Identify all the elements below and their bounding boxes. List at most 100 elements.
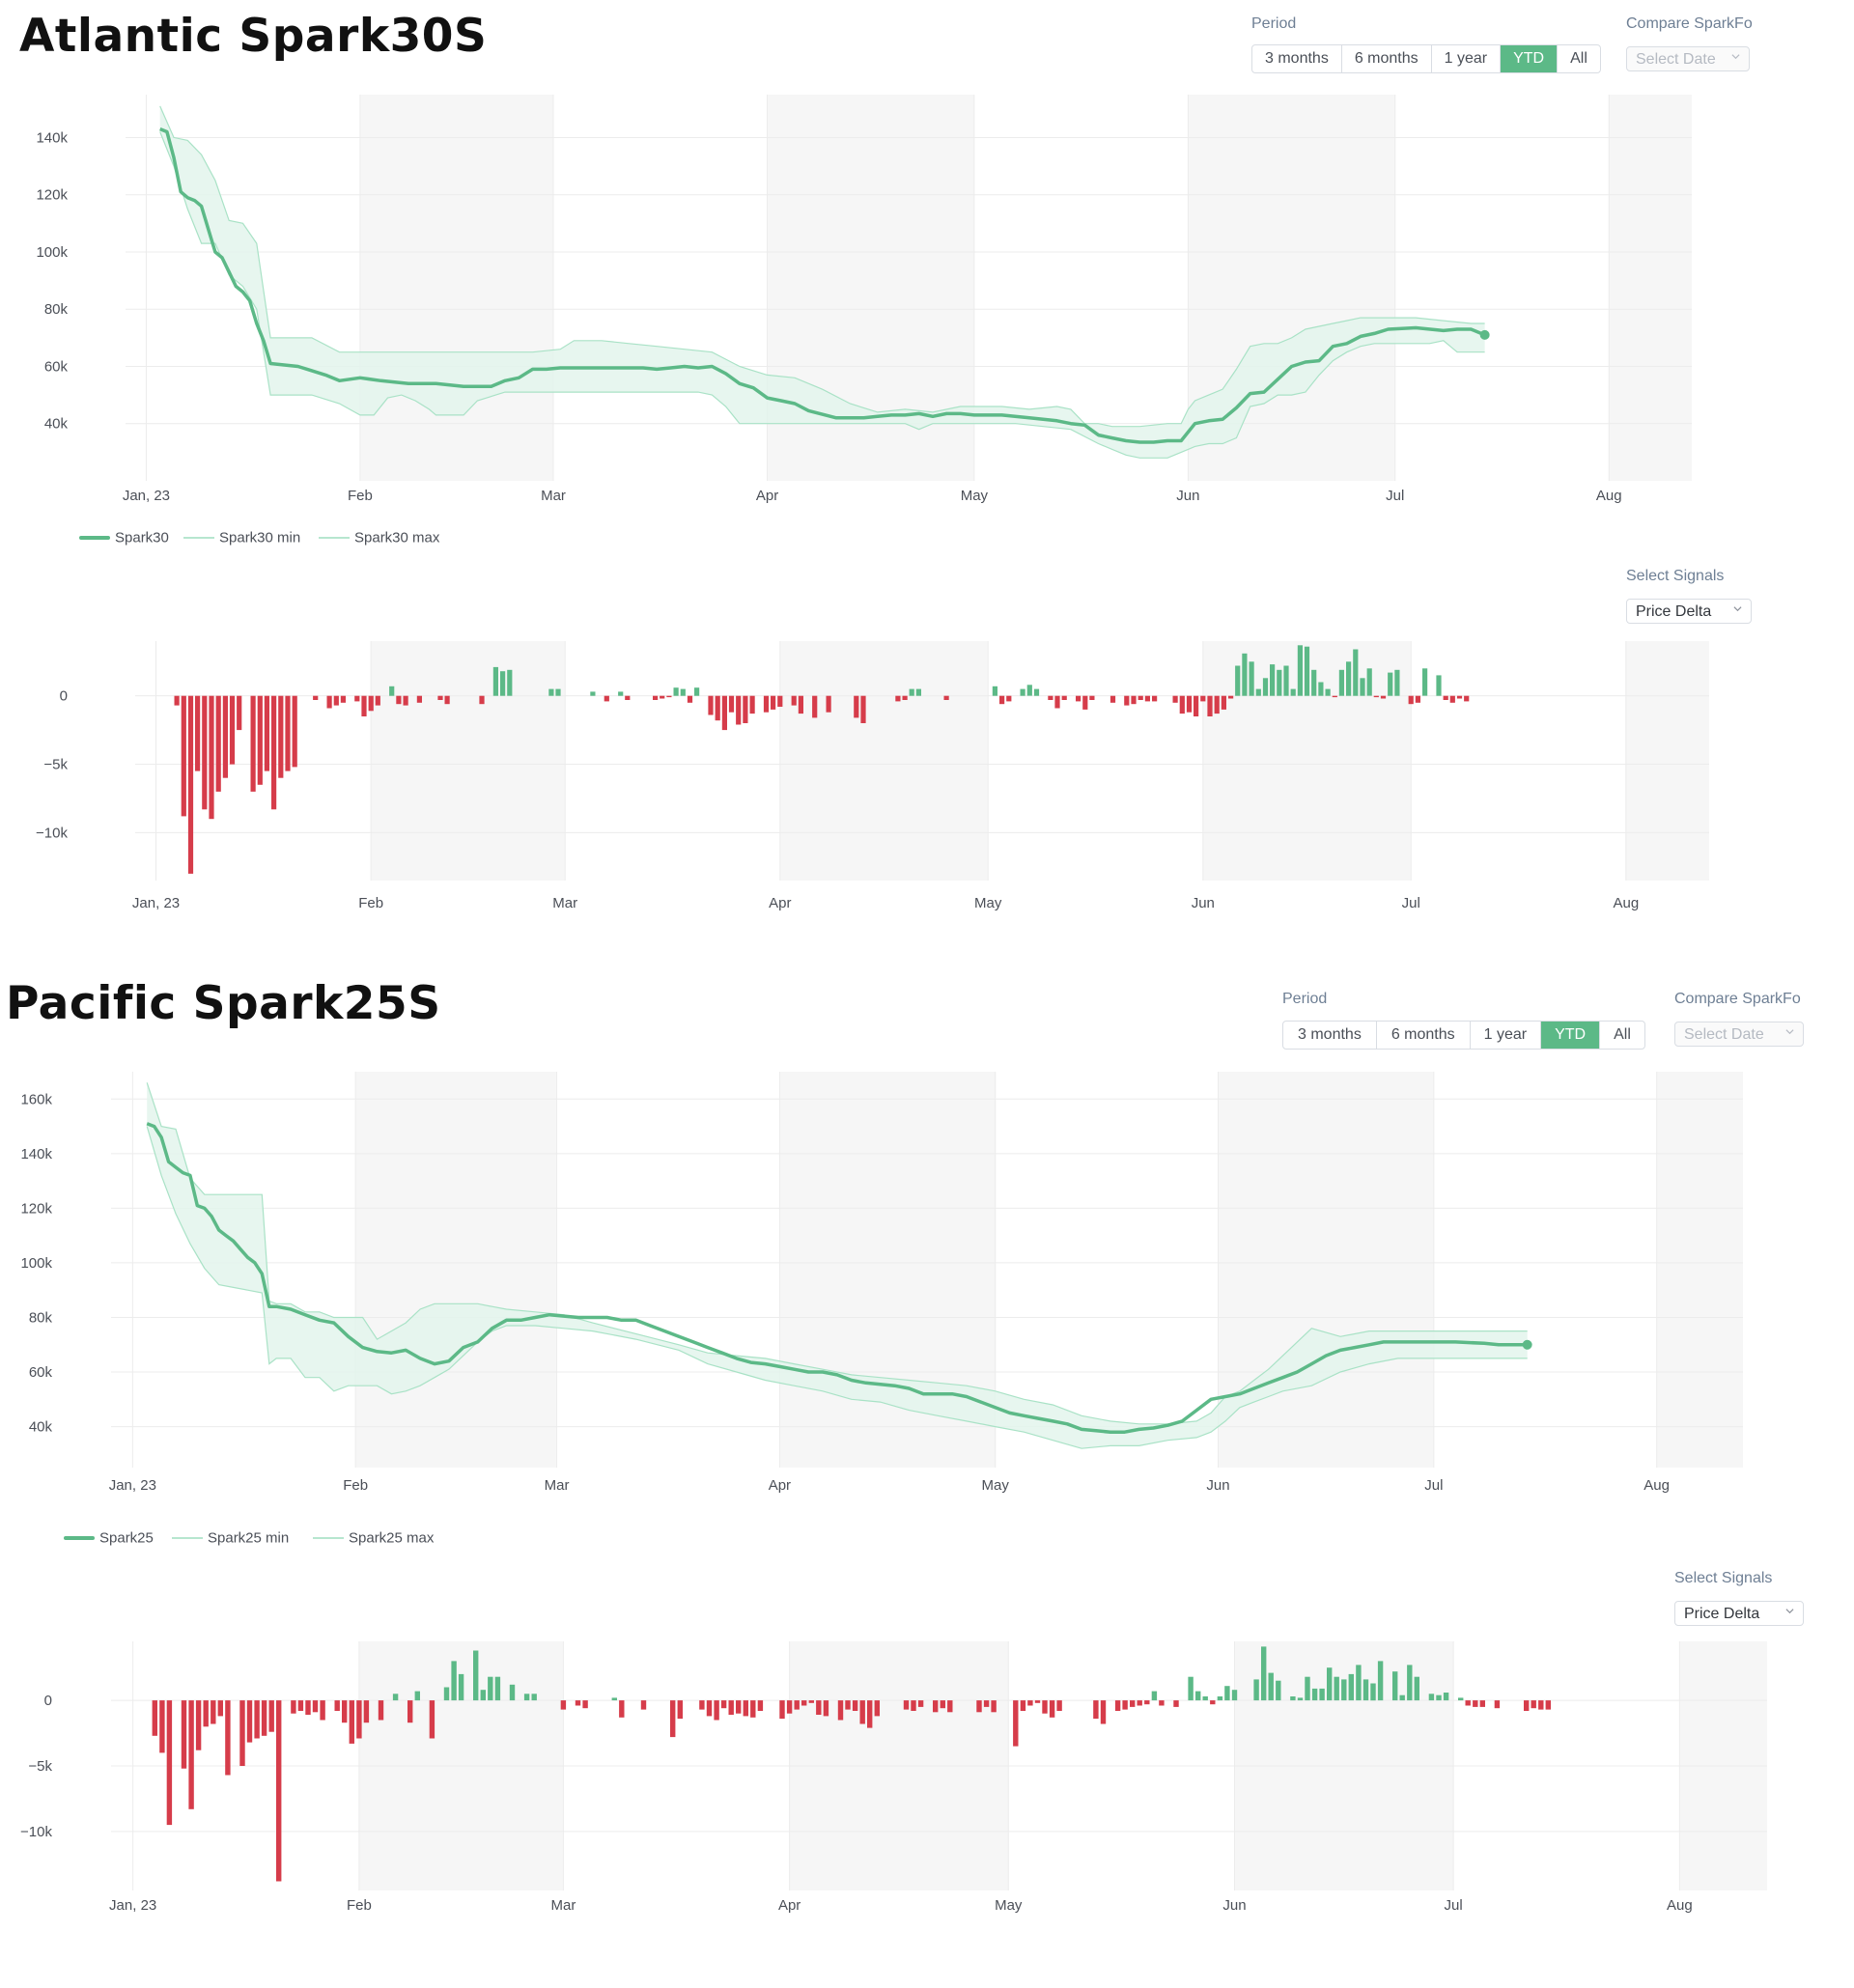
delta-bar-positive xyxy=(1377,1661,1384,1701)
delta-bar-negative xyxy=(1130,1700,1136,1707)
delta-bar-positive xyxy=(1151,1691,1158,1701)
delta-shaded-band xyxy=(1625,641,1709,881)
atlantic-signals-label: Select Signals xyxy=(1626,568,1725,584)
delta-bar-positive xyxy=(673,687,679,696)
delta-bar-positive xyxy=(1394,669,1400,696)
delta-bar-negative xyxy=(1221,695,1226,710)
delta-bar-negative xyxy=(1443,695,1448,700)
delta-bar-negative xyxy=(291,1700,296,1714)
atlantic-period-all-button[interactable]: All xyxy=(1570,50,1587,67)
delta-bar-negative xyxy=(933,1700,939,1713)
atlantic-signals-select[interactable]: Price Delta xyxy=(1626,599,1752,624)
delta-bar-positive xyxy=(1436,1694,1442,1701)
price-x-tick-label: Mar xyxy=(541,488,566,504)
legend-item-spark30-min[interactable]: Spark30 min xyxy=(183,529,300,546)
delta-bar-negative xyxy=(640,1700,647,1710)
delta-bar-negative xyxy=(407,1700,413,1723)
delta-bar-negative xyxy=(728,695,735,713)
delta-bar-positive xyxy=(1370,1683,1376,1701)
price-x-tick-label: May xyxy=(982,1477,1010,1494)
delta-bar-negative xyxy=(699,1700,705,1710)
delta-bar-negative xyxy=(1056,1700,1062,1711)
delta-bar-negative xyxy=(1124,695,1130,706)
legend-item-spark25-min[interactable]: Spark25 min xyxy=(172,1529,289,1547)
delta-bar-negative xyxy=(1228,695,1234,699)
delta-bar-negative xyxy=(854,695,859,718)
price-x-tick-label: Jul xyxy=(1386,488,1404,504)
delta-bar-positive xyxy=(473,1650,479,1701)
delta-bar-positive xyxy=(1311,669,1317,696)
delta-bar-positive xyxy=(1319,1688,1325,1701)
delta-bar-negative xyxy=(1456,695,1463,699)
delta-bar-negative xyxy=(750,1700,756,1718)
delta-bar-negative xyxy=(1089,695,1095,700)
delta-bar-negative xyxy=(798,695,803,714)
delta-bar-positive xyxy=(1392,1671,1398,1701)
delta-bar-negative xyxy=(237,695,242,731)
delta-bar-positive xyxy=(1262,678,1269,696)
delta-bar-positive xyxy=(443,1687,450,1701)
price-x-tick-label: Jul xyxy=(1424,1477,1443,1494)
delta-bar-negative xyxy=(1479,1700,1485,1707)
delta-bar-negative xyxy=(250,695,256,792)
delta-bar-negative xyxy=(845,1700,851,1710)
delta-bar-negative xyxy=(940,1700,945,1709)
delta-bar-negative xyxy=(666,695,672,698)
delta-bar-negative xyxy=(203,1700,209,1727)
delta-bar-negative xyxy=(152,1700,157,1736)
delta-x-tick-label: Mar xyxy=(552,895,577,911)
delta-bar-negative xyxy=(229,695,236,765)
delta-bar-negative xyxy=(1131,695,1137,705)
pacific-signals-select[interactable]: Price Delta xyxy=(1674,1601,1804,1626)
atlantic-period-3-months-button[interactable]: 3 months xyxy=(1252,45,1342,72)
delta-bar-negative xyxy=(560,1700,567,1710)
pacific-price-delta-chart: Jan, 23 Feb Mar Apr May Jun Jul Aug 0 −5k −10k xyxy=(20,1641,1767,1914)
delta-bar-positive xyxy=(1334,1676,1339,1701)
legend-item-spark25[interactable]: Spark25 xyxy=(64,1529,154,1547)
delta-bar-negative xyxy=(743,1700,748,1717)
atlantic-period-6-months-button[interactable]: 6 months xyxy=(1342,45,1432,72)
delta-bar-positive xyxy=(1020,688,1025,696)
delta-shaded-band xyxy=(371,641,566,881)
atlantic-period-1-year-button[interactable]: 1 year xyxy=(1432,45,1502,72)
legend-item-spark30[interactable]: Spark30 xyxy=(79,529,169,546)
pacific-period-all-button[interactable]: All xyxy=(1614,1026,1631,1043)
delta-bar-negative xyxy=(1207,695,1213,716)
price-x-tick-label: Apr xyxy=(769,1477,791,1494)
pacific-compare-date-select[interactable]: Select Date xyxy=(1674,1022,1804,1047)
delta-bar-negative xyxy=(261,1700,267,1736)
delta-bar-negative xyxy=(1054,695,1060,709)
delta-bar-negative xyxy=(1027,1700,1033,1706)
delta-bar-negative xyxy=(1179,695,1185,714)
delta-bar-negative xyxy=(808,1700,814,1703)
delta-bar-negative xyxy=(188,1700,194,1809)
delta-bar-negative xyxy=(619,1700,625,1718)
pacific-period-1-year-button[interactable]: 1 year xyxy=(1471,1022,1542,1049)
atlantic-compare-date-select[interactable]: Select Date xyxy=(1626,46,1750,71)
pacific-period-ytd-button[interactable]: YTD xyxy=(1541,1022,1601,1049)
delta-bar-negative xyxy=(1380,695,1387,699)
price-x-tick-label: Aug xyxy=(1596,488,1622,504)
series-end-marker xyxy=(1522,1339,1532,1350)
delta-bar-negative xyxy=(757,1700,764,1711)
delta-bar-positive xyxy=(1341,1679,1347,1701)
atlantic-period-ytd-button[interactable]: YTD xyxy=(1501,45,1559,72)
delta-bar-negative xyxy=(1408,695,1414,705)
delta-bar-negative xyxy=(264,695,269,771)
delta-bar-negative xyxy=(356,1700,362,1739)
delta-bar-positive xyxy=(392,1694,399,1701)
delta-bar-negative xyxy=(670,1700,676,1738)
legend-item-spark30-max[interactable]: Spark30 max xyxy=(319,529,439,546)
price-y-tick-label: 100k xyxy=(20,1255,52,1272)
delta-bar-negative xyxy=(852,1700,858,1711)
delta-x-tick-label: Jun xyxy=(1192,895,1215,911)
delta-bar-positive xyxy=(1327,1667,1333,1701)
delta-bar-positive xyxy=(1033,688,1040,696)
delta-bar-negative xyxy=(653,695,659,700)
delta-bar-negative xyxy=(1138,695,1143,700)
pacific-period-3-months-button[interactable]: 3 months xyxy=(1283,1022,1377,1049)
pacific-period-6-months-button[interactable]: 6 months xyxy=(1377,1022,1471,1049)
delta-bar-negative xyxy=(1473,1700,1478,1707)
legend-item-spark25-max[interactable]: Spark25 max xyxy=(313,1529,434,1547)
price-x-tick-label: Mar xyxy=(545,1477,570,1494)
